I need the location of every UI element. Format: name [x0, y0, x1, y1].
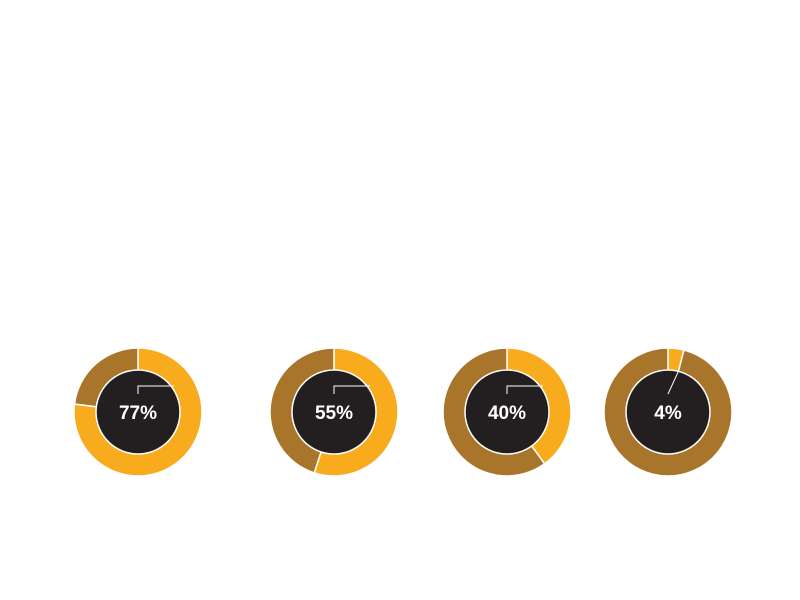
- donut-chart-3: 40%: [442, 347, 572, 477]
- donut-slice-highlight: [73, 347, 203, 477]
- leader-line: [137, 385, 174, 394]
- leader-line: [333, 385, 370, 394]
- donut-chart-2: 55%: [269, 347, 399, 477]
- donut-center: [291, 369, 377, 455]
- donut-center: [464, 369, 550, 455]
- donut-center: [95, 369, 181, 455]
- percent-label: 4%: [654, 403, 682, 424]
- donut-center: [625, 369, 711, 455]
- leader-line: [667, 371, 679, 395]
- leader-line: [506, 385, 543, 394]
- percent-label: 40%: [488, 403, 526, 424]
- donut-chart-4: 4%: [603, 347, 733, 477]
- percent-label: 77%: [119, 403, 157, 424]
- donut-chart-1: 77%: [73, 347, 203, 477]
- percent-label: 55%: [315, 403, 353, 424]
